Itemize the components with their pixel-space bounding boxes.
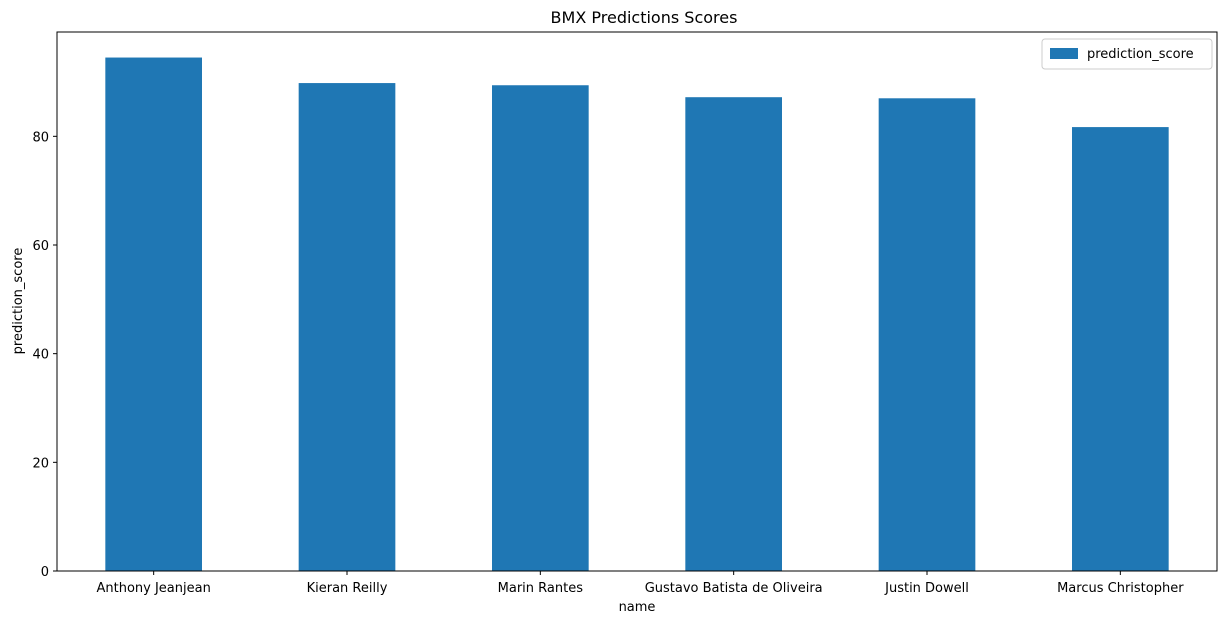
x-tick-label: Gustavo Batista de Oliveira bbox=[645, 581, 823, 596]
x-tick-label: Marcus Christopher bbox=[1057, 581, 1184, 596]
chart-title: BMX Predictions Scores bbox=[551, 8, 738, 27]
x-axis-ticks: Anthony Jeanjean Kieran Reilly Marin Rante… bbox=[96, 571, 1184, 596]
x-axis-label: name bbox=[619, 600, 656, 615]
x-tick-label: Anthony Jeanjean bbox=[96, 581, 210, 596]
x-tick-label: Kieran Reilly bbox=[307, 581, 388, 596]
bar bbox=[492, 85, 589, 571]
bars-group bbox=[105, 57, 1169, 572]
legend-label: prediction_score bbox=[1087, 47, 1194, 62]
y-tick-label: 0 bbox=[41, 565, 49, 580]
bar bbox=[298, 83, 396, 571]
bar bbox=[878, 98, 976, 571]
y-tick-label: 80 bbox=[32, 130, 49, 145]
y-tick-label: 20 bbox=[32, 456, 49, 471]
y-tick-label: 60 bbox=[32, 239, 49, 254]
legend-swatch bbox=[1050, 48, 1078, 59]
y-axis-label: prediction_score bbox=[11, 248, 26, 355]
bar bbox=[1072, 127, 1169, 571]
y-axis-ticks: 0 20 40 60 80 bbox=[32, 130, 57, 580]
legend: prediction_score bbox=[1041, 38, 1213, 70]
x-tick-label: Justin Dowell bbox=[884, 581, 969, 596]
y-tick-label: 40 bbox=[32, 348, 49, 363]
bar bbox=[685, 97, 782, 571]
legend-frame bbox=[1041, 38, 1213, 70]
plot-frame bbox=[56, 31, 1218, 572]
bar bbox=[105, 57, 202, 572]
x-tick-label: Marin Rantes bbox=[498, 581, 584, 596]
